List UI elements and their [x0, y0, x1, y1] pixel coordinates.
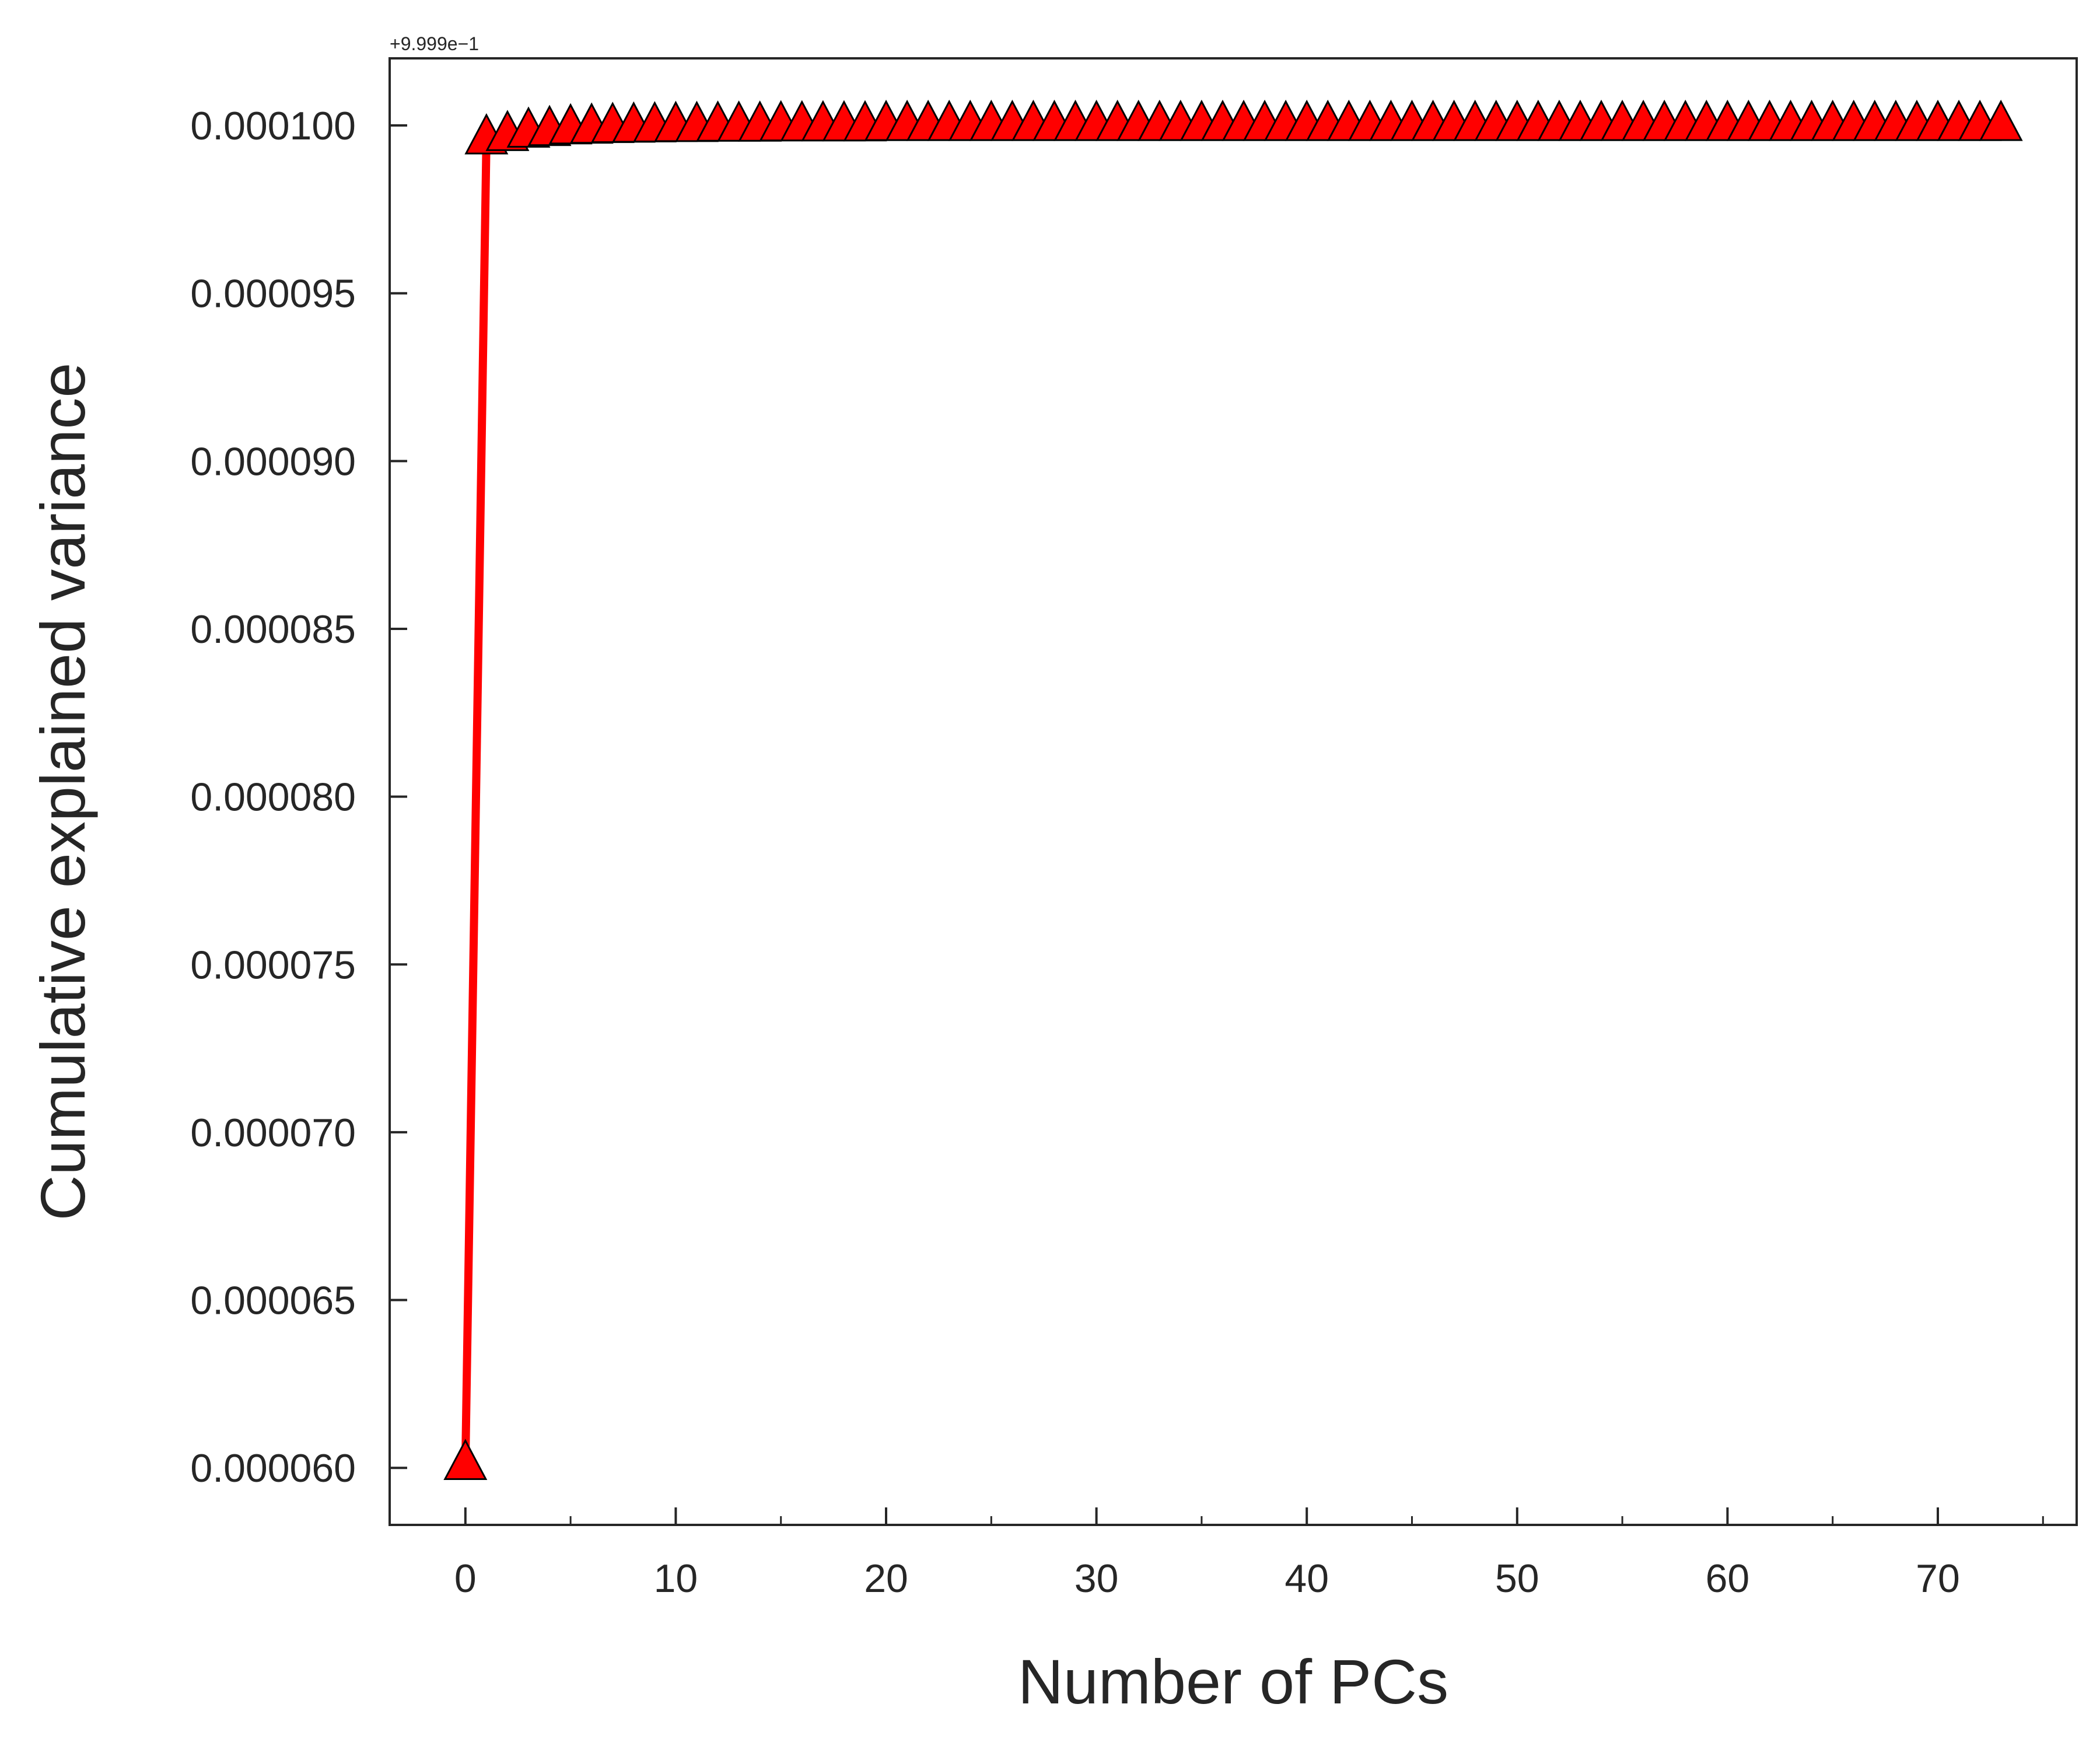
data-point-marker	[443, 1439, 488, 1481]
x-tick-label: 30	[1074, 1556, 1119, 1601]
x-tick-label: 40	[1284, 1556, 1329, 1601]
y-axis-offset-label: +9.999e−1	[390, 33, 479, 54]
x-tick-label: 60	[1706, 1556, 1750, 1601]
x-tick-label: 0	[454, 1556, 477, 1601]
x-tick-label: 10	[654, 1556, 698, 1601]
y-tick-label: 0.000090	[190, 439, 356, 484]
y-tick-label: 0.000080	[190, 775, 356, 820]
y-axis-title: Cumulative explained variance	[27, 363, 98, 1221]
plot-area	[388, 57, 2078, 1526]
y-tick-label: 0.000060	[190, 1446, 356, 1490]
x-tick-label: 50	[1495, 1556, 1539, 1601]
y-tick-label: 0.000070	[190, 1111, 356, 1155]
data-point-marker	[1979, 99, 2023, 141]
series-layer	[443, 99, 2023, 1481]
x-axis-ticks: 0 10 20 30 40 50 60 70	[454, 1507, 2044, 1601]
y-axis-ticks: 0.000060 0.000065 0.000070 0.000075 0.000080…	[190, 104, 407, 1490]
y-tick-label: 0.000065	[190, 1279, 356, 1323]
plot-frame	[388, 57, 2078, 1526]
y-tick-label: 0.000085	[190, 607, 356, 652]
y-tick-label: 0.000100	[190, 104, 356, 148]
x-axis-title: Number of PCs	[1018, 1646, 1448, 1717]
x-tick-label: 70	[1916, 1556, 1960, 1601]
x-tick-label: 20	[864, 1556, 908, 1601]
y-tick-label: 0.000095	[190, 272, 356, 316]
y-tick-label: 0.000075	[190, 943, 356, 987]
